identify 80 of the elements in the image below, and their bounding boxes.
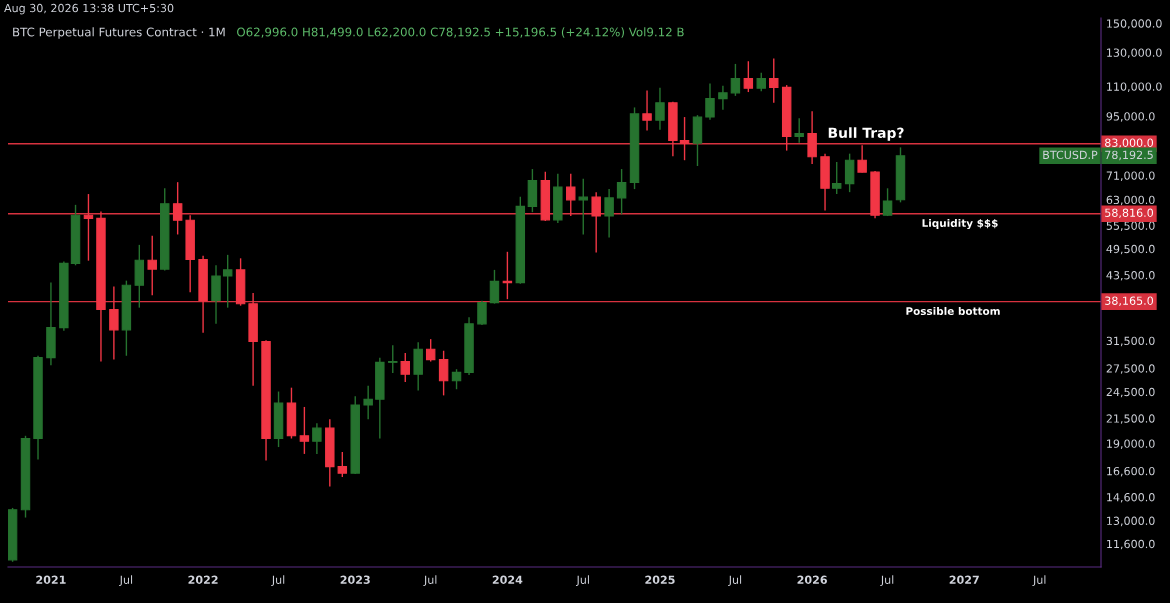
annotation: Possible bottom — [906, 306, 1000, 316]
x-tick-label: Jul — [119, 575, 133, 586]
candlestick — [655, 87, 665, 131]
candlestick — [299, 406, 310, 455]
y-tick-label: 11,600.0 — [1107, 539, 1155, 550]
ref-line-label: 58,816.0 — [1105, 208, 1154, 219]
x-tick-label: Jul — [1032, 575, 1046, 586]
y-tick-label: 24,500.0 — [1106, 387, 1155, 398]
candlestick — [363, 385, 373, 420]
x-tick-label: 2022 — [188, 575, 218, 584]
text: Aug 30, 2026 13:38 UTC+5:30 — [4, 3, 174, 15]
x-tick-label: 2024 — [492, 575, 523, 584]
candlestick — [844, 152, 855, 193]
candlestick — [451, 368, 462, 390]
candlestick — [83, 193, 94, 262]
y-tick-label: 63,000.0 — [1106, 195, 1155, 206]
candlestick — [679, 116, 690, 161]
text: BTC Perpetual Futures Contract · 1M — [13, 27, 225, 39]
y-tick-label: 27,500.0 — [1106, 364, 1155, 374]
y-tick-label: 49,500.0 — [1106, 244, 1155, 255]
x-tick-label: 2021 — [36, 575, 66, 584]
candlestick — [604, 188, 614, 239]
candlestick — [769, 57, 779, 104]
candlestick — [388, 344, 398, 374]
candlestick — [756, 72, 766, 92]
candlestick — [743, 60, 754, 93]
y-tick-label: 150,000.0 — [1107, 19, 1162, 29]
y-tick-label: 130,000.0 — [1107, 48, 1162, 58]
candlestick — [857, 144, 867, 174]
y-tick-label: 43,500.0 — [1106, 271, 1155, 281]
candlestick — [147, 234, 157, 296]
x-tick-label: 2027 — [949, 575, 979, 584]
candlestick — [109, 285, 119, 361]
y-tick-label: 13,000.0 — [1107, 516, 1155, 527]
x-tick-label: Jul — [423, 575, 437, 586]
candlestick — [172, 181, 183, 236]
candlestick — [718, 85, 728, 111]
candlestick — [831, 161, 842, 195]
y-tick-label: 16,600.0 — [1107, 466, 1155, 477]
candlestick — [477, 299, 487, 326]
ref-line-label: 83,000.0 — [1105, 138, 1154, 149]
x-tick-label: 2026 — [797, 575, 827, 584]
annotation: BTCUSD.P — [1043, 150, 1098, 160]
candlestick — [400, 352, 410, 383]
candlestick — [438, 350, 449, 397]
x-tick-label: Jul — [880, 575, 894, 586]
y-tick-label: 21,500.0 — [1106, 414, 1155, 424]
candlestick — [489, 269, 500, 305]
y-tick-label: 55,500.0 — [1106, 221, 1155, 232]
candlestick — [425, 338, 436, 363]
annotation: Bull Trap? — [828, 127, 904, 141]
candlestick — [337, 451, 348, 478]
y-tick-label: 31,500.0 — [1106, 336, 1155, 347]
ref-line-label: 38,165.0 — [1105, 296, 1154, 307]
annotation: Liquidity $$$ — [922, 218, 998, 230]
candlestick — [566, 172, 576, 217]
candlestick — [616, 168, 627, 216]
candlestick — [705, 82, 715, 121]
x-tick-label: Jul — [575, 575, 589, 586]
candlestick — [591, 191, 601, 254]
candlestick — [642, 89, 652, 132]
y-tick-label: 19,000.0 — [1107, 439, 1155, 449]
x-tick-label: Jul — [271, 575, 285, 586]
candlestick — [578, 177, 588, 236]
text: O62,996.0 H81,499.0 L62,200.0 C78,192.5 +15,196.5 (+24.12%) Vol9.12 B — [237, 27, 684, 38]
y-tick-label: 71,000.0 — [1106, 171, 1155, 181]
x-tick-label: 2023 — [340, 575, 370, 584]
candlestick — [807, 110, 817, 165]
y-tick-label: 95,000.0 — [1106, 112, 1155, 122]
candlestick — [502, 251, 513, 300]
candlestick — [312, 422, 322, 455]
text: 78,192.5 — [1105, 150, 1153, 161]
candlestick — [882, 187, 893, 217]
candlestick — [222, 254, 233, 309]
x-tick-label: 2025 — [645, 575, 675, 584]
candlestick — [730, 63, 741, 97]
y-tick-label: 14,600.0 — [1107, 493, 1155, 503]
x-tick-label: Jul — [728, 575, 742, 586]
candlestick — [794, 117, 804, 144]
y-tick-label: 110,000.0 — [1107, 82, 1162, 92]
